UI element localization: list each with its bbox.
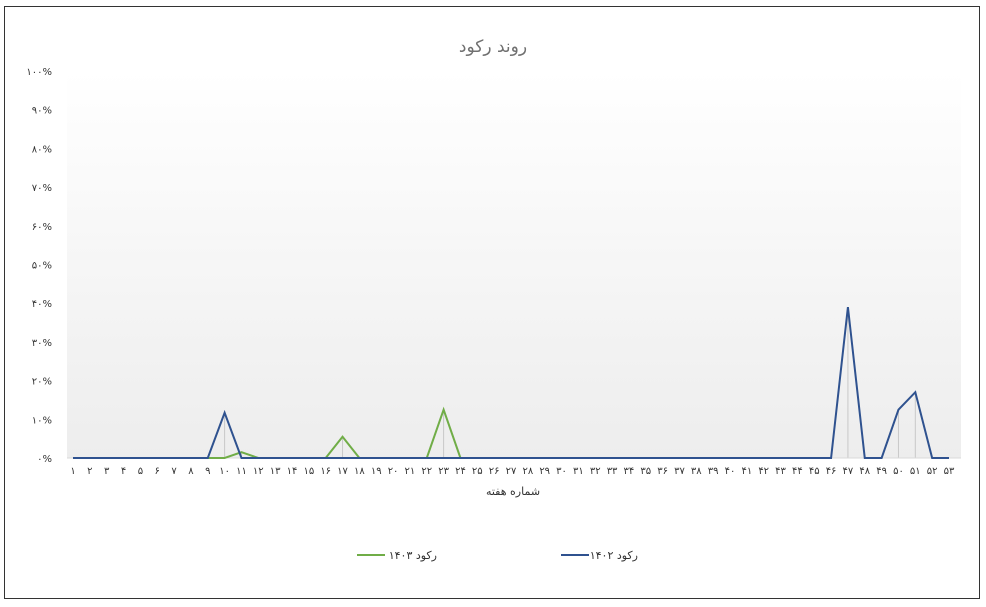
x-tick-label: ۲۲ <box>421 466 432 477</box>
x-tick-label: ۳۴ <box>624 466 635 477</box>
x-tick-label: ۲۱ <box>405 466 416 477</box>
x-axis-ticks: ۱ ۲ ۳ ۴ ۵ ۶ ۷ ۸ ۹ ۱۰ ۱۱ ۱۲ ۱۳ ۱۴ ۱۵ ۱۶ ۱۷ ۱۸ ۱۹ ۲۰ ۲۱ ۲۲ ۲۳ ۲۴ ۲… <box>70 466 955 477</box>
x-tick-label: ۳۸ <box>691 466 702 477</box>
x-tick-label: ۲۹ <box>539 466 550 477</box>
x-tick-label: ۲۶ <box>489 466 500 477</box>
x-tick-label: ۱۶ <box>320 466 331 477</box>
y-tick-label: ۵۰% <box>32 261 52 272</box>
x-tick-label: ۴۴ <box>792 466 803 477</box>
x-tick-label: ۱۱ <box>236 466 247 477</box>
y-tick-label: ۲۰% <box>32 377 52 388</box>
x-tick-label: ۱۵ <box>303 466 314 477</box>
x-tick-label: ۳ <box>104 466 110 477</box>
y-tick-label: ۱۰۰% <box>26 67 52 78</box>
x-tick-label: ۴۷ <box>843 466 854 477</box>
x-tick-label: ۳۳ <box>607 466 618 477</box>
y-tick-label: ۱۰% <box>32 415 52 426</box>
x-tick-label: ۱۰ <box>219 466 230 477</box>
chart-title: روند رکود <box>459 37 527 57</box>
x-tick-label: ۱۲ <box>253 466 264 477</box>
x-tick-label: ۳۷ <box>674 466 685 477</box>
series-lines <box>73 306 949 459</box>
legend-label: رکود ۱۴۰۲ <box>590 549 638 562</box>
x-axis-label: شماره هفته <box>486 485 540 498</box>
x-tick-label: ۱۳ <box>270 466 281 477</box>
x-tick-label: ۴ <box>121 466 126 477</box>
y-tick-label: ۸۰% <box>32 144 52 155</box>
x-tick-label: ۱۷ <box>337 466 348 477</box>
x-tick-label: ۴۳ <box>775 466 786 477</box>
legend-label: رکود ۱۴۰۳ <box>389 549 437 562</box>
legend: رکود ۱۴۰۳ رکود ۱۴۰۲ <box>357 549 638 562</box>
drop-lines <box>224 307 916 458</box>
x-tick-label: ۵۰ <box>893 466 904 477</box>
x-tick-label: ۴۱ <box>741 466 752 477</box>
x-tick-label: ۲۰ <box>388 466 399 477</box>
x-tick-label: ۵۳ <box>944 466 955 477</box>
x-tick-label: ۹ <box>205 466 210 477</box>
x-tick-label: ۱۴ <box>287 466 298 477</box>
y-tick-label: ۹۰% <box>32 106 52 117</box>
x-tick-label: ۲۵ <box>472 466 483 477</box>
x-tick-label: ۵ <box>138 466 143 477</box>
chart-frame: روند رکود ۰% ۱۰% ۲۰% ۳۰% ۴۰% ۵۰% ۶۰% ۷۰% ۸۰% ۹۰% ۱… <box>4 6 980 599</box>
x-tick-label: ۲۸ <box>522 466 533 477</box>
y-tick-label: ۰% <box>37 454 52 465</box>
x-tick-label: ۲۳ <box>438 466 449 477</box>
series-line <box>73 306 949 459</box>
y-tick-label: ۶۰% <box>32 222 52 233</box>
y-tick-label: ۴۰% <box>32 299 52 310</box>
x-tick-label: ۷ <box>171 466 177 477</box>
x-tick-label: ۶ <box>155 466 160 477</box>
y-tick-label: ۷۰% <box>32 183 52 194</box>
x-tick-label: ۱ <box>70 466 75 477</box>
x-tick-label: ۲۷ <box>506 466 517 477</box>
x-tick-label: ۴۵ <box>809 466 820 477</box>
x-tick-label: ۵۲ <box>927 466 938 477</box>
x-tick-label: ۴۹ <box>876 466 887 477</box>
x-tick-label: ۵۱ <box>910 466 921 477</box>
x-tick-label: ۴۶ <box>826 466 837 477</box>
x-tick-label: ۲ <box>87 466 92 477</box>
x-tick-label: ۳۱ <box>573 466 584 477</box>
x-tick-label: ۲۴ <box>455 466 466 477</box>
x-tick-label: ۴۰ <box>725 466 736 477</box>
x-tick-label: ۳۶ <box>657 466 668 477</box>
x-tick-label: ۴۲ <box>758 466 769 477</box>
line-chart: روند رکود ۰% ۱۰% ۲۰% ۳۰% ۴۰% ۵۰% ۶۰% ۷۰% ۸۰% ۹۰% ۱… <box>26 37 961 562</box>
y-tick-label: ۳۰% <box>32 338 52 349</box>
x-tick-label: ۱۸ <box>354 466 365 477</box>
x-tick-label: ۳۰ <box>556 466 567 477</box>
x-tick-label: ۸ <box>188 466 194 477</box>
x-tick-label: ۳۲ <box>590 466 601 477</box>
plot-area <box>67 71 961 458</box>
y-axis-ticks: ۰% ۱۰% ۲۰% ۳۰% ۴۰% ۵۰% ۶۰% ۷۰% ۸۰% ۹۰% ۱۰۰% <box>26 67 52 465</box>
x-tick-label: ۳۹ <box>708 466 719 477</box>
x-tick-label: ۳۵ <box>640 466 651 477</box>
x-tick-label: ۱۹ <box>371 466 382 477</box>
x-tick-label: ۴۸ <box>859 466 870 477</box>
